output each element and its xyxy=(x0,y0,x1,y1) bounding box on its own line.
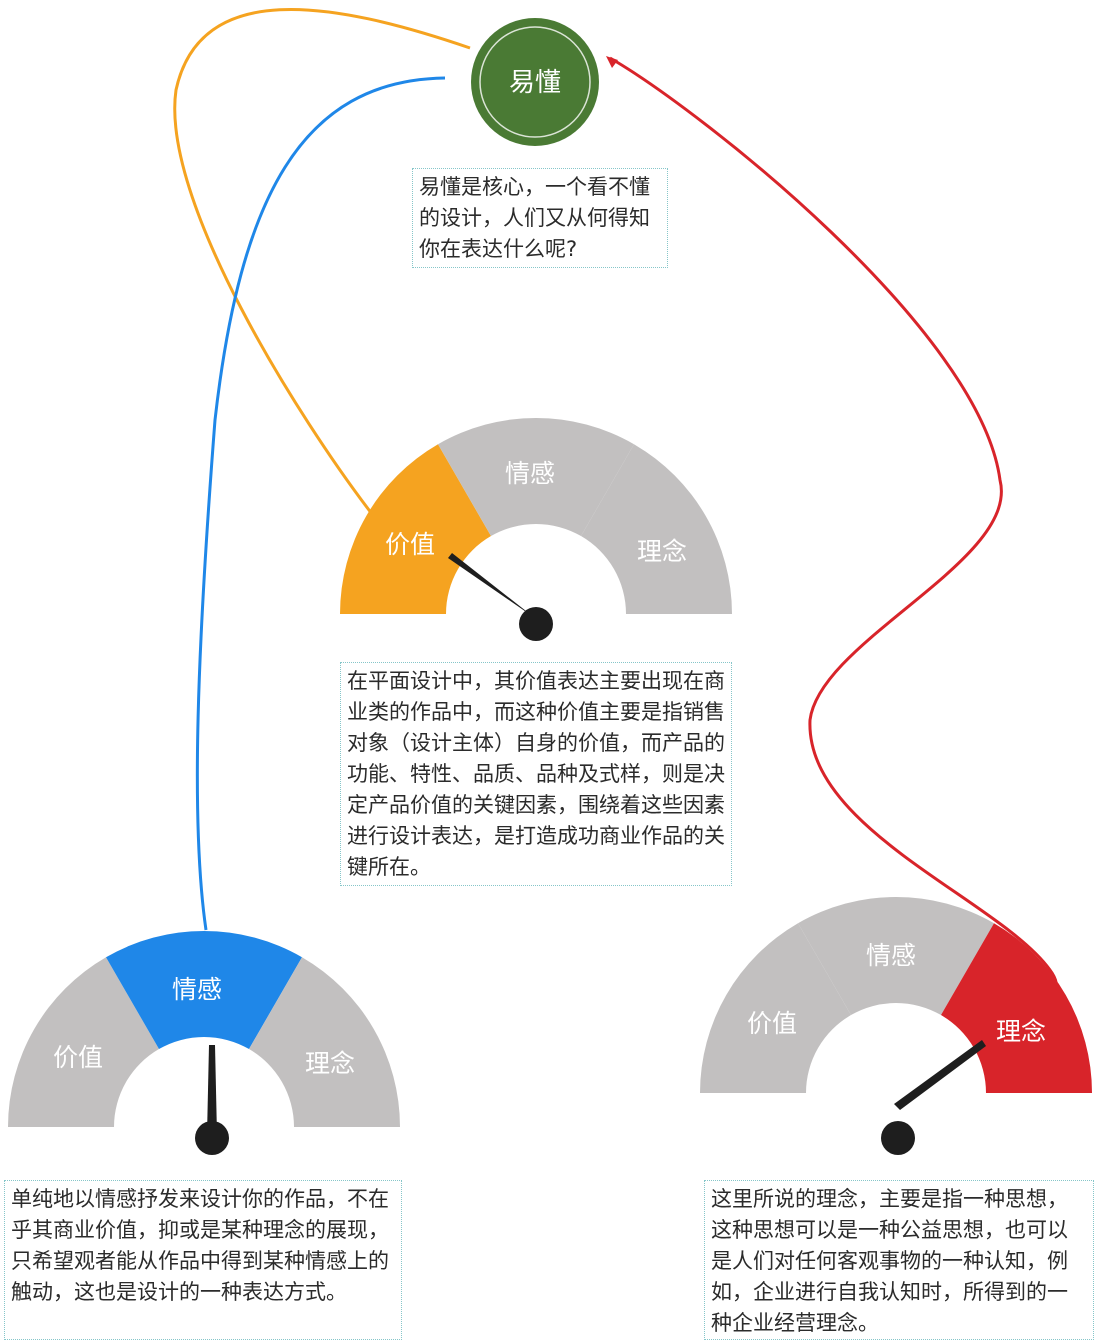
gauge-emotion-label-idea: 理念 xyxy=(305,1049,355,1078)
gauge-emotion-segment-value xyxy=(8,957,159,1127)
gauge-value-segment-value xyxy=(340,444,491,614)
core-label: 易懂 xyxy=(509,68,561,98)
gauge-value-label-idea: 理念 xyxy=(637,537,687,566)
gauge-idea-label-emotion: 情感 xyxy=(866,941,916,970)
gauge-idea-segment-emotion xyxy=(798,896,994,1016)
gauge-value-label-value: 价值 xyxy=(385,530,435,559)
needle xyxy=(448,553,553,641)
gauge-idea-label-value: 价值 xyxy=(747,1009,797,1038)
needle xyxy=(195,1045,229,1155)
gauge-emotion-segment-emotion xyxy=(106,930,302,1050)
arrow-head-idea xyxy=(606,56,618,68)
needle xyxy=(881,1040,986,1155)
idea-description: 这里所说的理念，主要是指一种思想，这种思想可以是一种公益思想，也可以是人们对任何… xyxy=(704,1180,1094,1340)
gauge-emotion-label-emotion: 情感 xyxy=(172,975,222,1004)
gauge-value-segment-emotion xyxy=(438,418,634,537)
gauge-emotion: 价值 情感 理念 xyxy=(8,930,400,1155)
gauge-emotion-label-value: 价值 xyxy=(53,1043,103,1072)
connector-value xyxy=(173,8,471,515)
gauge-value-label-emotion: 情感 xyxy=(505,459,555,488)
gauge-value: 价值 情感 理念 xyxy=(340,418,732,641)
gauge-emotion-segment-idea xyxy=(249,957,400,1127)
gauge-idea: 价值 情感 理念 xyxy=(699,896,1092,1155)
emotion-description: 单纯地以情感抒发来设计你的作品，不在乎其商业价值，抑或是某种理念的展现，只希望观… xyxy=(4,1180,402,1340)
gauge-idea-segment-value xyxy=(699,923,851,1093)
value-description: 在平面设计中，其价值表达主要出现在商业类的作品中，而这种价值主要是指销售对象（设… xyxy=(340,662,732,886)
core-description: 易懂是核心，一个看不懂的设计，人们又从何得知你在表达什么呢? xyxy=(412,168,668,268)
connector-idea xyxy=(609,56,1058,993)
core-node: 易懂 xyxy=(471,18,599,146)
gauge-idea-label-idea: 理念 xyxy=(996,1017,1046,1046)
connector-emotion xyxy=(195,76,446,931)
gauge-value-segment-idea xyxy=(581,444,732,614)
